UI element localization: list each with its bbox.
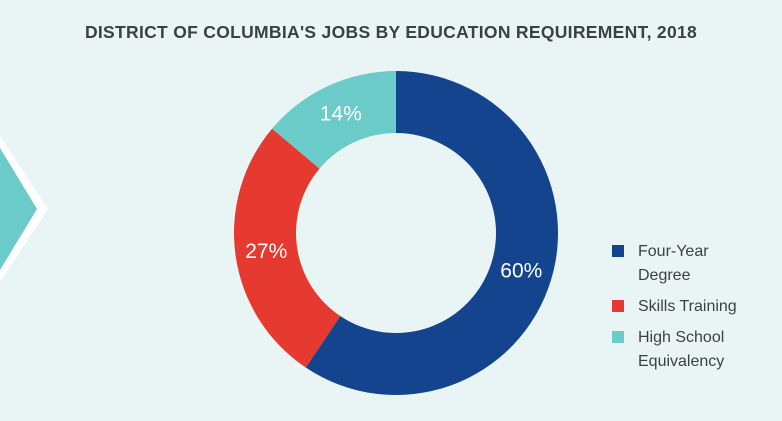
donut-slice-1 [234,128,341,368]
legend-label: Four-Year Degree [638,243,709,284]
legend-label: High School Equivalency [638,329,725,370]
legend-swatch [612,331,624,343]
slice-value-label: 27% [245,240,287,263]
legend-item-high-school-equivalency: High School Equivalency [612,326,782,374]
chart-legend: Four-Year Degree Skills Training High Sc… [612,240,782,381]
slice-value-label: 14% [320,103,362,126]
donut-slice-0 [305,71,558,395]
legend-swatch [612,245,624,257]
legend-label: Skills Training [638,298,737,315]
legend-item-four-year-degree: Four-Year Degree [612,240,782,288]
chevron-right-icon [0,136,48,282]
legend-swatch [612,300,624,312]
chart-title: DISTRICT OF COLUMBIA'S JOBS BY EDUCATION… [84,22,698,42]
slice-value-label: 60% [500,260,542,283]
donut-slice-2 [272,71,396,169]
legend-item-skills-training: Skills Training [612,295,782,319]
